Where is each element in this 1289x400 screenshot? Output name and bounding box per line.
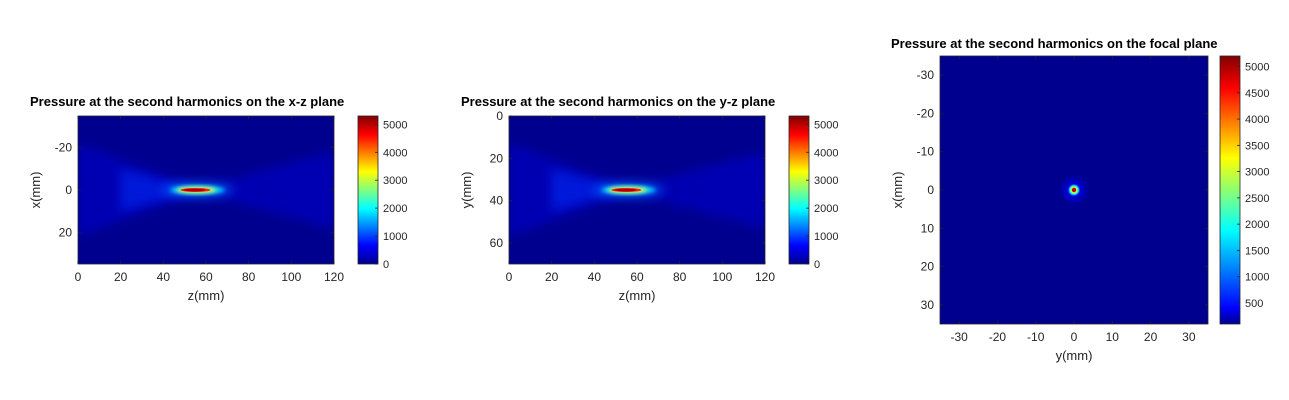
- x-tick-label: 20: [114, 270, 128, 284]
- x-tick-label: 30: [1182, 330, 1196, 344]
- colorbar-box: [1219, 55, 1241, 325]
- colorbar-tick-label: 4000: [383, 147, 407, 159]
- colorbar-tick-label: 3000: [1245, 167, 1269, 179]
- y-tick-label: 0: [65, 183, 72, 197]
- heatmap-field: [509, 143, 765, 237]
- y-tick-label: 10: [921, 221, 935, 235]
- colorbar-tick-label: 4000: [814, 147, 838, 159]
- colorbar-tick-label: 1000: [814, 231, 838, 243]
- chart-1: Pressure at the second harmonics on the …: [28, 94, 407, 303]
- x-axis-label: z(mm): [619, 288, 656, 303]
- colorbar: [1220, 56, 1240, 324]
- x-tick-label: 120: [755, 270, 775, 284]
- colorbar-tick-label: 1000: [1245, 272, 1269, 284]
- y-axis-label: x(mm): [28, 172, 43, 209]
- heatmap-field: [78, 143, 334, 237]
- y-tick-label: 0: [496, 109, 503, 123]
- colorbar-tick-label: 5000: [814, 119, 838, 131]
- colorbar-tick-label: 2000: [814, 203, 838, 215]
- y-tick-label: 20: [921, 260, 935, 274]
- colorbar: [789, 116, 809, 264]
- y-tick-label: 40: [490, 194, 504, 208]
- x-tick-label: -20: [989, 330, 1007, 344]
- colorbar-tick-label: 500: [1245, 298, 1263, 310]
- x-tick-label: -30: [950, 330, 968, 344]
- beam-near: [551, 168, 629, 212]
- chart-2: Pressure at the second harmonics on the …: [459, 94, 838, 303]
- colorbar-tick-label: 1500: [1245, 245, 1269, 257]
- y-tick-label: -20: [55, 141, 73, 155]
- colorbar-tick-label: 3000: [814, 175, 838, 187]
- colorbar-box: [357, 115, 379, 265]
- x-tick-label: 20: [1144, 330, 1158, 344]
- colorbar-tick-label: 3000: [383, 175, 407, 187]
- chart-3: Pressure at the second harmonics on the …: [890, 36, 1269, 363]
- y-tick-label: -20: [917, 106, 935, 120]
- x-tick-label: 120: [324, 270, 344, 284]
- y-tick-label: -10: [917, 145, 935, 159]
- x-tick-label: 0: [1071, 330, 1078, 344]
- colorbar-tick-label: 3500: [1245, 140, 1269, 152]
- focal-peak: [183, 188, 206, 192]
- focal-peak: [1071, 187, 1077, 193]
- beam-near: [120, 168, 198, 212]
- x-tick-label: 80: [673, 270, 687, 284]
- y-tick-label: 30: [921, 298, 935, 312]
- y-tick-label: 20: [59, 225, 73, 239]
- y-tick-label: -30: [917, 68, 935, 82]
- x-tick-label: -10: [1027, 330, 1045, 344]
- colorbar-box: [788, 115, 810, 265]
- focal-peak: [614, 188, 637, 192]
- colorbar: [358, 116, 378, 264]
- colorbar-tick-label: 4500: [1245, 88, 1269, 100]
- x-tick-label: 60: [199, 270, 213, 284]
- colorbar-tick-label: 4000: [1245, 114, 1269, 126]
- x-axis-label: z(mm): [188, 288, 225, 303]
- colorbar-tick-label: 0: [814, 259, 820, 271]
- x-tick-label: 60: [630, 270, 644, 284]
- x-tick-label: 40: [588, 270, 602, 284]
- chart-title: Pressure at the second harmonics on the …: [891, 36, 1218, 51]
- x-axis-label: y(mm): [1056, 348, 1093, 363]
- colorbar-tick-label: 2000: [383, 203, 407, 215]
- y-tick-label: 0: [927, 183, 934, 197]
- chart-title: Pressure at the second harmonics on the …: [461, 94, 775, 109]
- colorbar-tick-label: 1000: [383, 231, 407, 243]
- x-tick-label: 40: [157, 270, 171, 284]
- x-tick-label: 80: [242, 270, 256, 284]
- heatmap-field: [1062, 178, 1086, 202]
- y-axis-label: y(mm): [459, 172, 474, 209]
- x-tick-label: 0: [75, 270, 82, 284]
- colorbar-tick-label: 5000: [1245, 62, 1269, 74]
- y-tick-label: 20: [490, 151, 504, 165]
- colorbar-tick-label: 2000: [1245, 219, 1269, 231]
- chart-title: Pressure at the second harmonics on the …: [30, 94, 344, 109]
- colorbar-tick-label: 2500: [1245, 193, 1269, 205]
- x-tick-label: 20: [545, 270, 559, 284]
- x-tick-label: 0: [506, 270, 513, 284]
- x-tick-label: 10: [1106, 330, 1120, 344]
- colorbar-tick-label: 5000: [383, 119, 407, 131]
- colorbar-tick-label: 0: [383, 259, 389, 271]
- x-tick-label: 100: [281, 270, 301, 284]
- y-axis-label: x(mm): [890, 172, 905, 209]
- x-tick-label: 100: [712, 270, 732, 284]
- y-tick-label: 60: [490, 236, 504, 250]
